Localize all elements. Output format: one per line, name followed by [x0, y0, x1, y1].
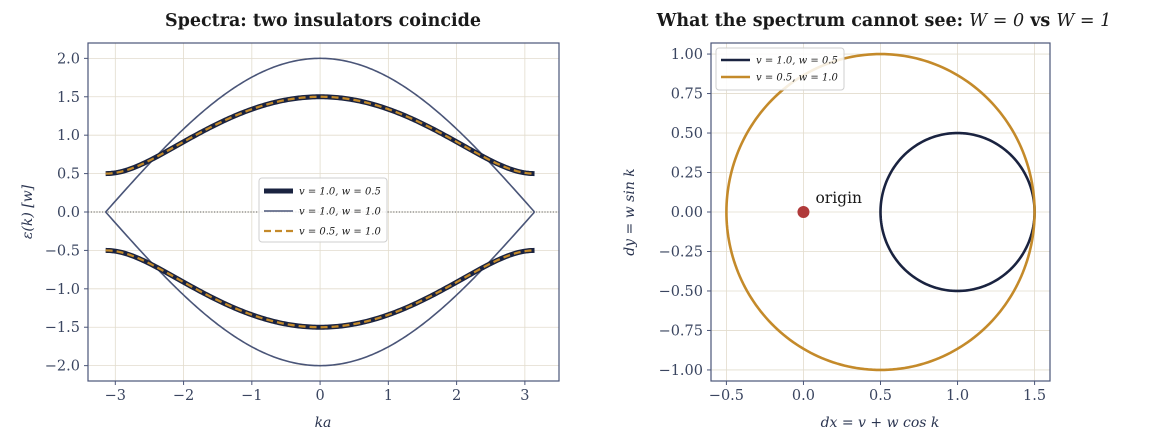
left-plot-frame [87, 42, 560, 382]
left-x-tick-label-3: 0 [315, 388, 324, 404]
right-x-tick-label-0: −0.5 [709, 388, 744, 404]
right-legend-box [715, 47, 845, 91]
right-grid [711, 43, 1050, 381]
right-x-tick-label-2: 0.5 [869, 388, 892, 404]
left-y-tick-label-6: 1.0 [57, 128, 80, 144]
left-x-axis-label: ka [315, 415, 332, 431]
right-y-tick-label-8: 1.00 [671, 47, 703, 63]
right-y-tick-label-2: −0.50 [659, 284, 703, 300]
left-y-axis-label: ε(k) [w] [20, 184, 36, 239]
right-legend-label-0: v = 1.0, w = 0.5 [756, 56, 838, 67]
left-x-tick-label-0: −3 [105, 388, 126, 404]
right-title-vs: vs [1029, 11, 1050, 31]
right-y-tick-label-7: 0.75 [671, 87, 703, 103]
left-y-tick-label-0: −2.0 [45, 359, 80, 375]
left-x-tick-label-4: 1 [384, 388, 393, 404]
right-x-tick-label-4: 1.5 [1023, 388, 1046, 404]
right-x-axis-label: dx = v + w cos k [821, 415, 940, 431]
right-y-tick-label-6: 0.50 [671, 126, 703, 142]
origin-label: origin [815, 189, 862, 207]
left-y-tick-label-1: −1.5 [45, 320, 80, 336]
left-x-tick-label-6: 3 [520, 388, 529, 404]
right-title-math-1: W = 0 [969, 11, 1024, 31]
right-chart-title: What the spectrum cannot see: W = 0 vs W… [656, 11, 1111, 31]
right-y-tick-label-4: 0.00 [671, 205, 703, 221]
right-y-tick-label-1: −0.75 [659, 323, 703, 339]
left-series-3-band-lower [105, 249, 535, 329]
right-y-tick-label-0: −1.00 [659, 363, 703, 379]
left-ticks: −3 −2 −1 0 1 2 3 −2.0 −1.5 −1.0 −0.5 0.0 0.5 1.0 1.5 2.… [45, 51, 530, 404]
left-x-tick-label-2: −1 [241, 388, 262, 404]
left-series-2-band-upper [105, 57, 536, 213]
right-ticks: −0.5 0.0 0.5 1.0 1.5 −1.00 −0.75 −0.50 −0.25 0.00… [659, 47, 1047, 404]
right-y-axis-label: dy = w sin k [622, 168, 638, 256]
left-y-tick-label-8: 2.0 [57, 51, 80, 67]
left-x-tick-label-5: 2 [452, 388, 461, 404]
left-legend-box [258, 177, 388, 243]
right-title-math-2: W = 1 [1056, 11, 1111, 31]
left-legend-label-0: v = 1.0, w = 0.5 [299, 187, 381, 198]
left-chart-title: Spectra: two insulators coincide [165, 11, 481, 31]
left-series-3-band-upper [105, 95, 535, 175]
left-legend-label-1: v = 1.0, w = 1.0 [299, 207, 381, 218]
right-legend-label-1: v = 0.5, w = 1.0 [756, 73, 838, 84]
origin-point [797, 206, 810, 218]
right-plot-frame [710, 42, 1051, 382]
left-series-2-band-lower [105, 211, 536, 367]
left-y-tick-label-3: −0.5 [45, 243, 80, 259]
right-x-tick-label-1: 0.0 [792, 388, 815, 404]
left-y-tick-label-7: 1.5 [57, 90, 80, 106]
left-y-tick-label-2: −1.0 [45, 282, 80, 298]
right-x-tick-label-3: 1.0 [946, 388, 969, 404]
right-title-prefix: What the spectrum cannot see: [656, 11, 963, 31]
right-legend: v = 1.0, w = 0.5 v = 0.5, w = 1.0 [715, 47, 845, 91]
left-y-tick-label-4: 0.0 [57, 205, 80, 221]
left-y-tick-label-5: 0.5 [57, 167, 80, 183]
left-legend: v = 1.0, w = 0.5 v = 1.0, w = 1.0 v = 0.5,… [258, 177, 388, 243]
right-y-tick-label-5: 0.25 [671, 166, 703, 182]
right-y-tick-label-3: −0.25 [659, 244, 703, 260]
left-x-tick-label-1: −2 [173, 388, 194, 404]
left-legend-label-2: v = 0.5, w = 1.0 [299, 227, 381, 238]
